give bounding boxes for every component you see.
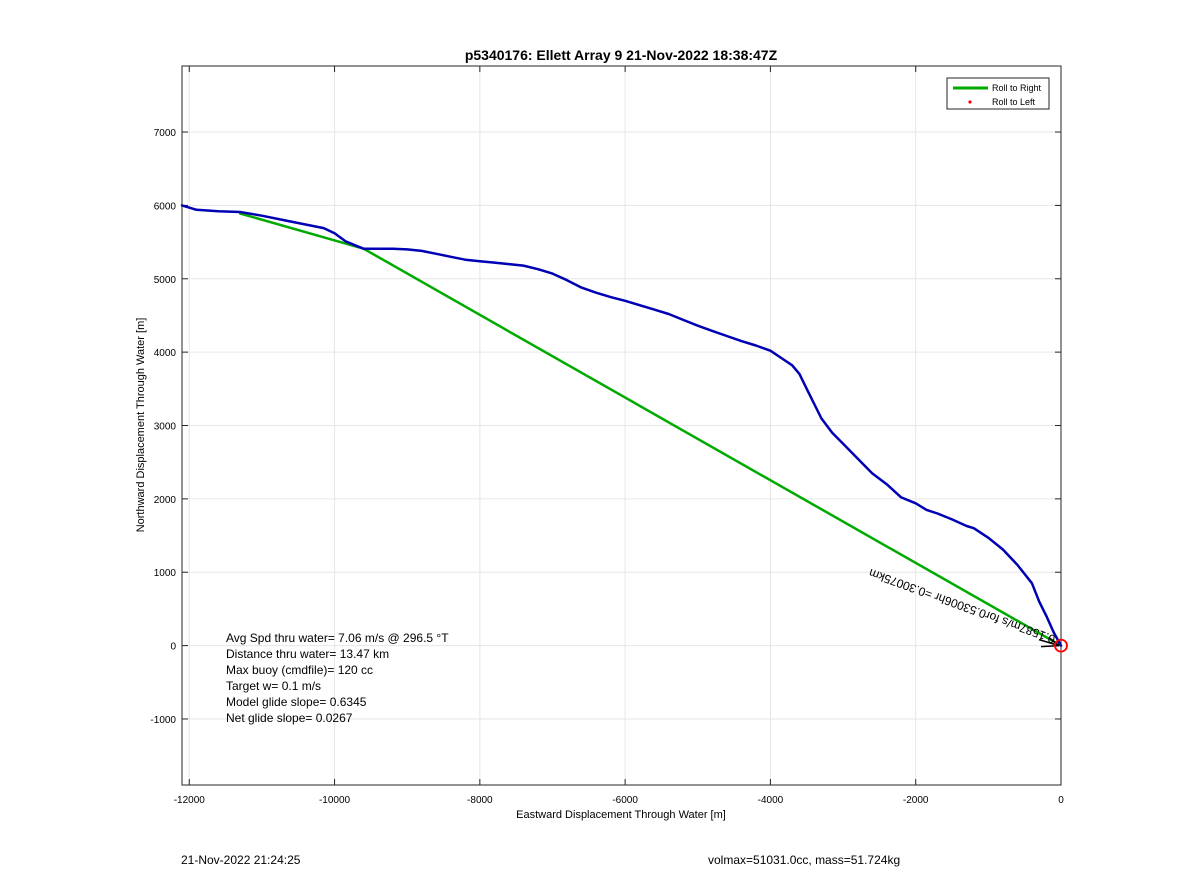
current-vector-arrowhead [1048, 637, 1060, 647]
y-tick-label: 2000 [154, 495, 177, 506]
x-tick-label: -12000 [174, 795, 206, 806]
legend-swatch-roll-left [968, 100, 972, 104]
annotation-avg-speed: Avg Spd thru water= 7.06 m/s @ 296.5 °T [226, 631, 449, 645]
legend-box [946, 77, 1050, 110]
y-tick-label: 7000 [154, 128, 177, 139]
end-position-marker [1054, 638, 1068, 653]
chart-title: p5340176: Ellett Array 9 21-Nov-2022 18:… [465, 47, 778, 63]
x-tick-label: -6000 [612, 795, 638, 806]
y-tick-label: 6000 [154, 201, 177, 212]
x-tick-label: -2000 [903, 795, 929, 806]
annotation-target-w: Target w= 0.1 m/s [226, 679, 321, 693]
annotation-model-glide: Model glide slope= 0.6345 [226, 695, 367, 709]
marker-layer [1038, 637, 1068, 653]
footer-mass-info: volmax=51031.0cc, mass=51.724kg [708, 853, 901, 867]
current-vector-arrow [1040, 644, 1060, 648]
annotation-max-buoy: Max buoy (cmdfile)= 120 cc [226, 663, 373, 677]
axis-ticks: -12000 -10000 -8000 -6000 -4000 -2000 0-100001… [150, 66, 1064, 806]
legend-label-roll-left: Roll to Left [992, 97, 1036, 107]
y-tick-label: 1000 [154, 568, 177, 579]
stats-annotations: Avg Spd thru water= 7.06 m/s @ 296.5 °T … [226, 631, 449, 725]
footer-timestamp: 21-Nov-2022 21:24:25 [181, 853, 301, 867]
grid-lines [182, 66, 1062, 785]
y-axis-label: Northward Displacement Through Water [m] [135, 318, 147, 533]
y-tick-label: -1000 [150, 715, 176, 726]
x-axis-label: Eastward Displacement Through Water [m] [516, 809, 726, 821]
legend: Roll to Right Roll to Left [946, 77, 1050, 110]
x-tick-label: -8000 [467, 795, 493, 806]
legend-label-roll-right: Roll to Right [992, 83, 1042, 93]
x-tick-label: 0 [1058, 795, 1064, 806]
y-tick-label: 3000 [154, 422, 177, 433]
y-tick-label: 4000 [154, 348, 177, 359]
series-layer [180, 204, 1063, 647]
y-tick-label: 5000 [154, 275, 177, 286]
x-tick-label: -4000 [758, 795, 784, 806]
glider-track-line [180, 204, 1063, 647]
annotation-net-glide: Net glide slope= 0.0267 [226, 711, 353, 725]
y-tick-label: 0 [170, 642, 176, 653]
annotation-distance: Distance thru water= 13.47 km [226, 647, 389, 661]
x-tick-label: -10000 [319, 795, 351, 806]
